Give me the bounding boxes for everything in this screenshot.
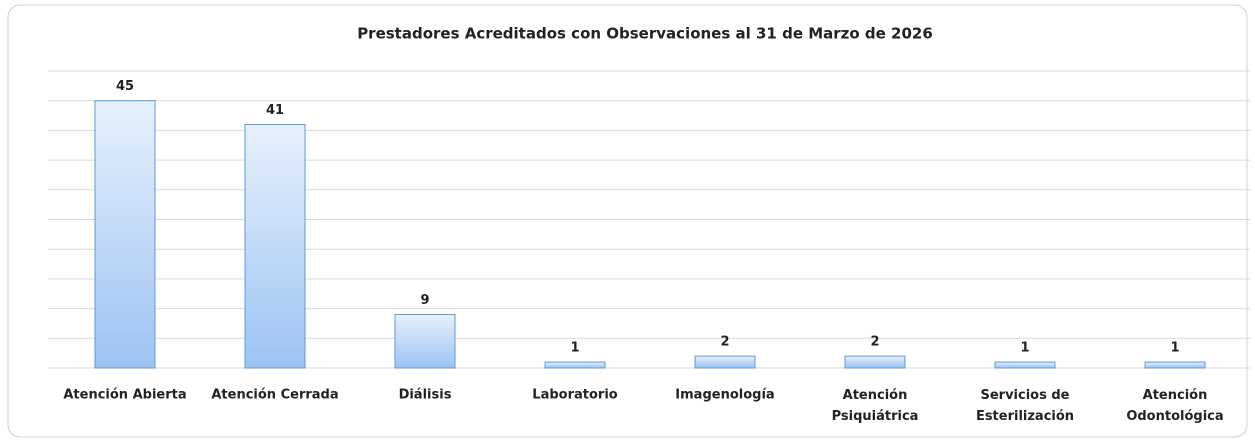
x-tick-label: Servicios de Esterilización — [976, 388, 1074, 424]
bar — [1144, 361, 1206, 369]
data-label: 2 — [870, 335, 879, 350]
data-label: 1 — [1170, 341, 1179, 356]
bar — [394, 314, 456, 369]
bar — [844, 355, 906, 369]
chart-title: Prestadores Acreditados con Observacione… — [357, 25, 933, 43]
x-tick-label: Laboratorio — [532, 388, 617, 403]
bar — [94, 100, 156, 369]
x-tick-label: Diálisis — [399, 388, 452, 403]
x-tick-label: Imagenología — [675, 388, 774, 403]
data-label: 1 — [570, 341, 579, 356]
x-tick-label: Atención Abierta — [63, 388, 186, 403]
chart-frame — [7, 4, 1248, 438]
x-tick-label: Atención Odontológica — [1126, 388, 1223, 424]
bar — [544, 361, 606, 369]
data-label: 9 — [420, 293, 429, 308]
data-label: 1 — [1020, 341, 1029, 356]
data-label: 41 — [266, 103, 284, 118]
data-label: 2 — [720, 335, 729, 350]
data-label: 45 — [116, 79, 134, 94]
bar — [994, 361, 1056, 369]
x-tick-label: Atención Psiquiátrica — [832, 388, 919, 424]
bar — [244, 123, 306, 369]
bar — [694, 355, 756, 369]
x-tick-label: Atención Cerrada — [211, 388, 338, 403]
